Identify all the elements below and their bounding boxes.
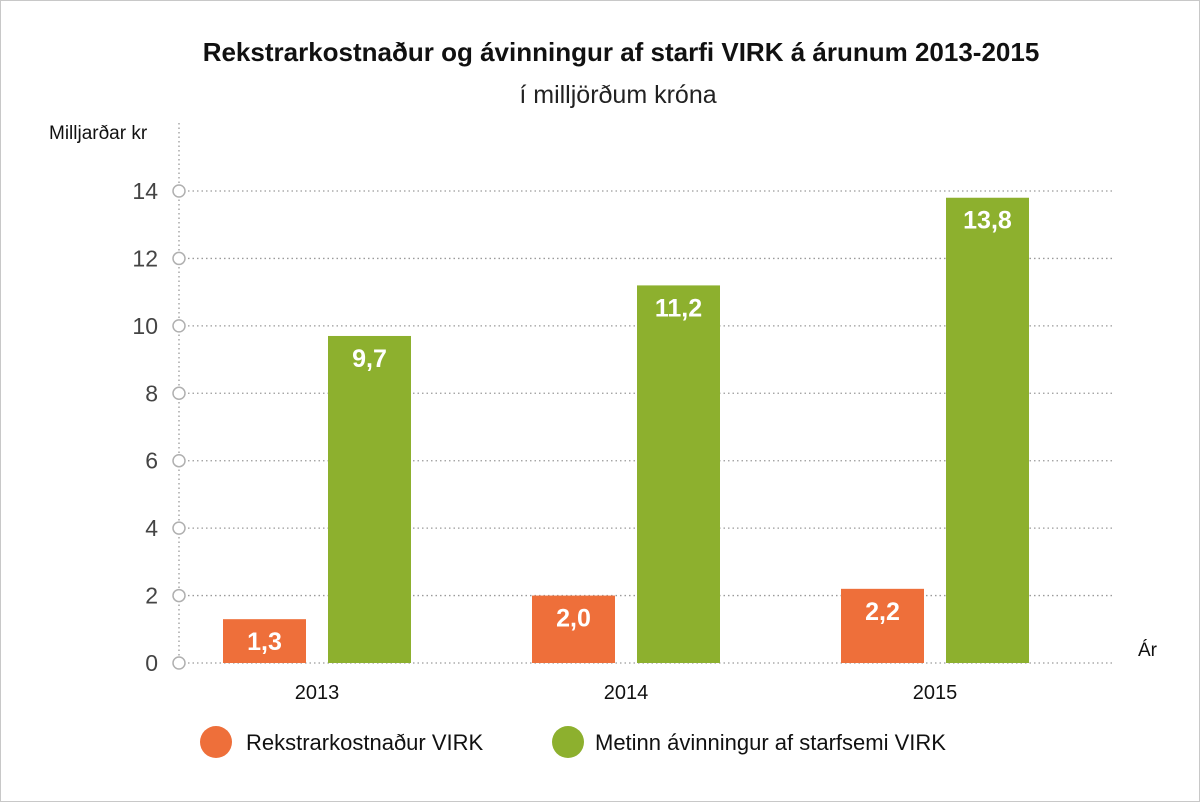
- y-tick-label: 10: [132, 313, 158, 339]
- data-label: 2,2: [865, 598, 900, 626]
- bars: 1,3 9,7 2,0 11,2 2,2 13,8: [223, 197, 1029, 663]
- bar: [532, 595, 615, 663]
- data-label: 9,7: [352, 345, 387, 373]
- y-tick-label: 14: [132, 178, 158, 204]
- y-tick-marker: [172, 521, 186, 535]
- x-tick-label: 2014: [604, 682, 649, 704]
- y-tick-marker: [172, 588, 186, 603]
- x-tick-label: 2013: [295, 682, 340, 704]
- y-tick-marker: [172, 319, 186, 333]
- x-axis-label: Ár: [1138, 640, 1158, 661]
- x-tick-label: 2015: [913, 682, 958, 704]
- y-tick-label: 6: [145, 448, 158, 474]
- x-axis-categories: 2013 2014 2015: [295, 682, 958, 704]
- chart-title: Rekstrarkostnaður og ávinningur af starf…: [203, 37, 1040, 67]
- y-tick-label: 2: [145, 583, 158, 609]
- data-label: 2,0: [556, 605, 591, 633]
- bar: [946, 197, 1029, 663]
- y-tick-label: 4: [145, 515, 158, 541]
- chart-subtitle: í milljörðum króna: [519, 81, 716, 109]
- legend-label: Metinn ávinningur af starfsemi VIRK: [595, 730, 946, 755]
- bar: [223, 619, 306, 663]
- data-label: 13,8: [963, 207, 1012, 235]
- y-tick-label: 0: [145, 650, 158, 676]
- y-tick-marker: [172, 386, 186, 401]
- y-tick-marker: [172, 184, 186, 198]
- y-tick-label: 12: [132, 245, 158, 271]
- y-tick-marker: [172, 251, 186, 266]
- data-label: 1,3: [247, 628, 282, 656]
- bar: [328, 335, 411, 663]
- legend-swatch: [552, 726, 584, 758]
- y-axis: 0 2 4 6 8 10 12 14: [132, 123, 186, 676]
- legend-label: Rekstrarkostnaður VIRK: [246, 730, 484, 755]
- bar: [637, 285, 720, 663]
- bar: [841, 588, 924, 663]
- y-axis-label: Milljarðar kr: [49, 123, 148, 144]
- legend: Rekstrarkostnaður VIRK Metinn ávinningur …: [200, 726, 946, 758]
- y-tick-label: 8: [145, 380, 158, 406]
- y-tick-marker: [172, 453, 186, 468]
- data-label: 11,2: [655, 294, 702, 322]
- legend-swatch: [200, 726, 232, 758]
- y-tick-marker: [172, 656, 186, 670]
